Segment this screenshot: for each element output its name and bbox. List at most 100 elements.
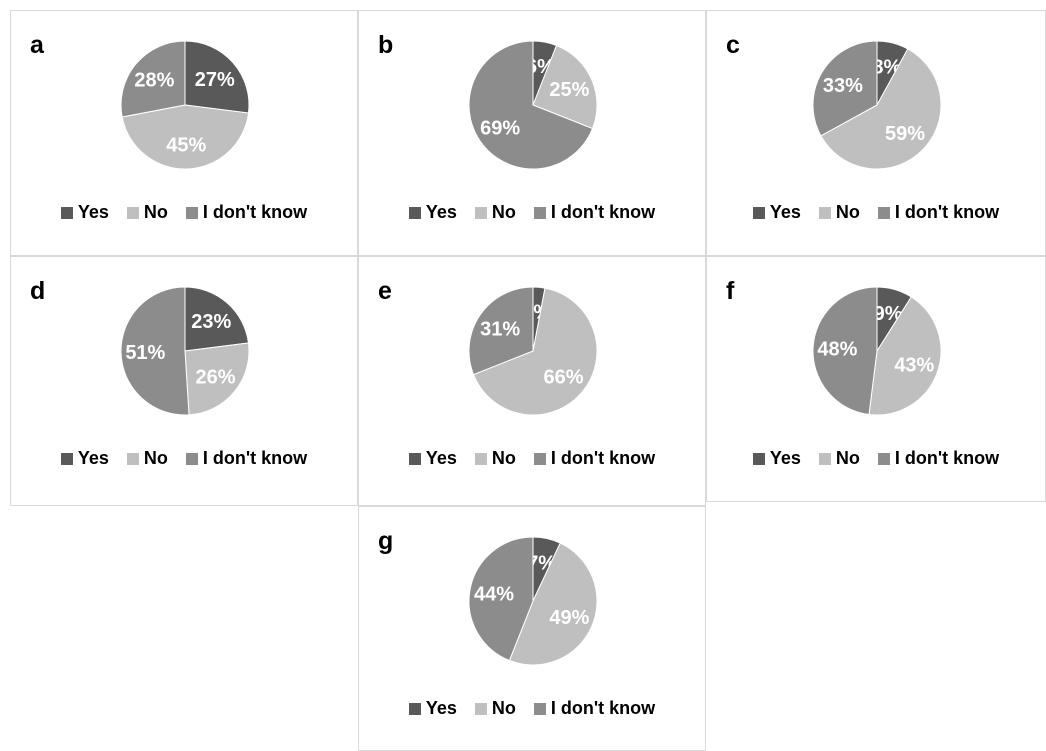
legend-label: I don't know <box>894 448 1000 468</box>
legend-swatch-unknown <box>185 452 198 465</box>
panel-letter: d <box>30 277 46 305</box>
legend-label: Yes <box>425 202 457 222</box>
legend-label: I don't know <box>202 448 308 468</box>
chart-panel-f: f 9% 43% 48% Yes No I don't know <box>706 256 1046 502</box>
legend-item-no: No <box>474 448 516 469</box>
panel-letter: c <box>726 31 740 59</box>
legend-swatch-unknown <box>877 452 890 465</box>
legend-item-unknown: I don't know <box>185 202 308 223</box>
legend-label: No <box>491 202 516 222</box>
legend-item-yes: Yes <box>60 448 109 469</box>
legend-label: I don't know <box>202 202 308 222</box>
data-label: 9% <box>874 303 903 325</box>
legend-swatch-no <box>474 206 487 219</box>
pie-slice-unknown <box>120 40 186 118</box>
data-label: 31% <box>480 319 520 341</box>
legend-item-no: No <box>126 448 168 469</box>
data-label: 66% <box>544 366 584 388</box>
data-label: 44% <box>474 584 514 606</box>
pie-slice-no <box>508 542 598 666</box>
data-label: 45% <box>166 135 206 157</box>
data-label: 23% <box>191 311 231 333</box>
pie-chart: 3%66%31% <box>468 286 598 416</box>
data-label: 43% <box>894 354 934 376</box>
data-label: 59% <box>885 123 925 145</box>
pie-slice-unknown <box>468 286 534 376</box>
pie-chart: 23% 26% 51% <box>120 286 250 416</box>
pie-chart: 7%49%44% <box>468 536 598 666</box>
pie-slice-unknown <box>468 40 594 170</box>
legend-item-unknown: I don't know <box>877 202 1000 223</box>
legend-item-yes: Yes <box>408 698 457 719</box>
legend-item-unknown: I don't know <box>877 448 1000 469</box>
legend-item-no: No <box>818 202 860 223</box>
legend-swatch-yes <box>60 452 73 465</box>
panel-letter: f <box>726 277 735 305</box>
data-label: 25% <box>549 79 589 101</box>
legend: Yes No I don't know <box>707 202 1045 223</box>
pie-chart: 9% 43% 48% <box>812 286 942 416</box>
legend-label: No <box>491 698 516 718</box>
pie-slice-unknown <box>120 286 190 416</box>
legend-item-yes: Yes <box>752 202 801 223</box>
legend-label: I don't know <box>550 202 656 222</box>
legend-swatch-no <box>474 452 487 465</box>
legend-item-unknown: I don't know <box>185 448 308 469</box>
pie-chart: 27% 45% 28% <box>120 40 250 170</box>
pie-slice-yes <box>184 40 250 114</box>
chart-panel-b: b 6% 25% 69% Yes No I don't know <box>358 10 706 256</box>
legend-label: No <box>143 448 168 468</box>
legend: Yes No I don't know <box>359 202 705 223</box>
legend-label: No <box>143 202 168 222</box>
legend-label: I don't know <box>894 202 1000 222</box>
legend-swatch-no <box>818 206 831 219</box>
legend-item-unknown: I don't know <box>533 202 656 223</box>
legend: Yes No I don't know <box>707 448 1045 469</box>
legend-swatch-yes <box>752 206 765 219</box>
legend-swatch-no <box>126 206 139 219</box>
pie-slice-no <box>820 48 942 170</box>
pie-chart: 6%25%69% <box>468 40 598 170</box>
legend-label: I don't know <box>550 698 656 718</box>
chart-panel-e: e 3% 66% 31% Yes No I don't know <box>358 256 706 506</box>
legend-item-unknown: I don't know <box>533 698 656 719</box>
pie-slice-no <box>121 104 250 170</box>
legend-swatch-no <box>126 452 139 465</box>
legend-label: No <box>835 202 860 222</box>
legend-label: I don't know <box>550 448 656 468</box>
data-label: 48% <box>817 339 857 361</box>
pie-slice-no <box>472 287 598 416</box>
panel-letter: g <box>378 527 394 555</box>
pie-slice-unknown <box>812 40 878 137</box>
chart-panel-d: d 23% 26% 51% Yes No I don't know <box>10 256 358 506</box>
legend-item-no: No <box>818 448 860 469</box>
legend-item-no: No <box>126 202 168 223</box>
chart-panel-c: c 8% 59% 33% Yes No I don't know <box>706 10 1046 256</box>
panel-letter: b <box>378 31 394 59</box>
legend-label: No <box>491 448 516 468</box>
pie-slice-no <box>868 296 942 416</box>
legend-label: Yes <box>769 202 801 222</box>
legend-item-yes: Yes <box>408 202 457 223</box>
data-label: 28% <box>134 70 174 92</box>
legend: Yes No I don't know <box>359 448 705 469</box>
pie-chart: 8%59%33% <box>812 40 942 170</box>
pie-slice-no <box>184 342 250 416</box>
legend-swatch-yes <box>408 702 421 715</box>
chart-panel-a: a 27% 45% 28% Yes No I don't know <box>10 10 358 256</box>
legend-item-yes: Yes <box>60 202 109 223</box>
legend-swatch-yes <box>408 452 421 465</box>
panel-letter: a <box>30 31 44 59</box>
legend-swatch-unknown <box>533 702 546 715</box>
legend-swatch-unknown <box>533 452 546 465</box>
data-label: 69% <box>480 117 520 139</box>
legend-label: Yes <box>425 448 457 468</box>
legend-label: No <box>835 448 860 468</box>
legend: Yes No I don't know <box>11 202 357 223</box>
data-label: 49% <box>549 607 589 629</box>
legend-swatch-yes <box>408 206 421 219</box>
pie-slice-unknown <box>468 536 534 662</box>
legend-item-no: No <box>474 698 516 719</box>
data-label: 26% <box>196 366 236 388</box>
pie-slice-unknown <box>812 286 878 416</box>
